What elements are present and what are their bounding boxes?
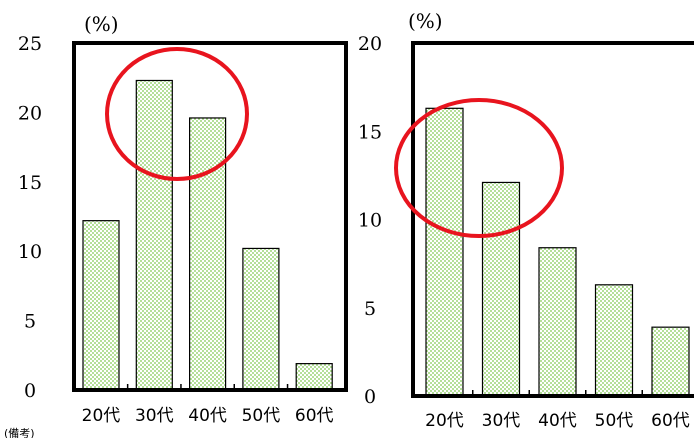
y-tick-label: 20 — [358, 33, 382, 55]
y-tick-label: 0 — [364, 386, 376, 408]
y-tick-label: 5 — [364, 298, 376, 320]
bar-40代 — [189, 117, 227, 391]
category-label: 30代 — [135, 406, 174, 426]
bars — [82, 79, 333, 391]
bar-50代 — [594, 284, 634, 397]
bars — [425, 107, 690, 397]
category-label: 20代 — [82, 406, 121, 426]
chart-left: (%) 0 5 10 15 20 25 20代 30代 40代 50代 60代 — [18, 12, 348, 426]
category-label: 50代 — [242, 406, 281, 426]
y-tick-label: 15 — [18, 172, 42, 194]
bar-40代 — [538, 247, 577, 397]
plot-frame — [72, 41, 348, 392]
bar-20代 — [425, 107, 464, 397]
category-label: 20代 — [425, 411, 464, 431]
y-tick-label: 0 — [24, 380, 36, 402]
y-tick-label: 25 — [18, 33, 42, 55]
bar-30代 — [481, 181, 521, 397]
y-tick-label: 15 — [358, 121, 382, 143]
category-label: 40代 — [538, 411, 577, 431]
bar-60代 — [651, 326, 690, 397]
plot-frame — [411, 41, 694, 398]
category-labels: 20代 30代 40代 50代 60代 — [425, 411, 690, 431]
y-tick-labels: 0 5 10 15 20 — [358, 33, 382, 408]
category-label: 50代 — [595, 411, 634, 431]
y-tick-label: 10 — [18, 241, 42, 263]
highlight-circle — [105, 47, 249, 181]
highlight-circle — [394, 98, 564, 238]
y-unit-label: (%) — [408, 9, 443, 33]
bar-20代 — [82, 220, 120, 391]
category-label: 60代 — [295, 406, 334, 426]
chart-right: (%) 0 5 10 15 20 20代 30代 40代 50代 60代 — [358, 9, 694, 431]
bar-30代 — [135, 79, 173, 391]
y-tick-label: 10 — [358, 210, 382, 232]
y-tick-label: 20 — [18, 102, 42, 124]
bar-50代 — [242, 247, 280, 391]
category-label: 60代 — [651, 411, 690, 431]
note-label: (備考) — [4, 427, 35, 438]
y-tick-labels: 0 5 10 15 20 25 — [18, 33, 42, 402]
category-label: 40代 — [188, 406, 227, 426]
category-label: 30代 — [482, 411, 521, 431]
category-labels: 20代 30代 40代 50代 60代 — [82, 406, 334, 426]
y-tick-label: 5 — [24, 311, 36, 333]
bar-60代 — [295, 363, 333, 391]
y-unit-label: (%) — [84, 12, 119, 36]
